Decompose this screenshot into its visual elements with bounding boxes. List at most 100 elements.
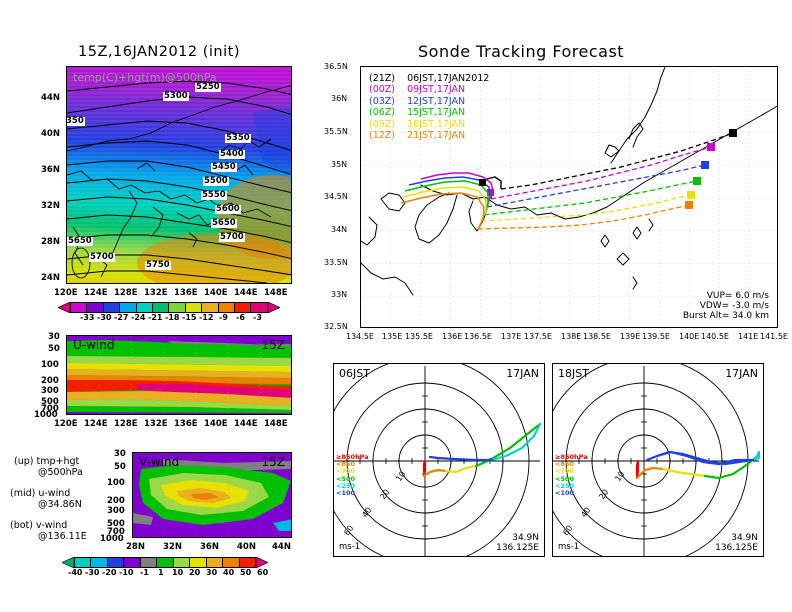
contour-label-5300: 5300 bbox=[163, 91, 189, 101]
contour-label-5700-b: 5700 bbox=[89, 252, 115, 262]
side-annotation-mid-line2: @34.86N bbox=[38, 499, 82, 510]
u-wind-xtick-120e: 120E bbox=[54, 419, 78, 429]
v-wind-ytick-200: 200 bbox=[107, 496, 125, 506]
contour-label-5400: 5400 bbox=[219, 149, 245, 159]
v-wind-time-tag: 15Z bbox=[261, 455, 286, 469]
temp-map-xtick-124e: 124E bbox=[84, 288, 108, 298]
sonde-annotation-burst: Burst Alt= 34.0 km bbox=[682, 311, 769, 321]
hodograph-18jst: 10 20 40 60 18JST 17JAN ms-1 34.9N 136.1… bbox=[552, 363, 764, 557]
temp-map-xtick-132e: 132E bbox=[144, 288, 168, 298]
u-wind-ytick-1000: 1000 bbox=[34, 410, 58, 420]
temp-map-xtick-136e: 136E bbox=[174, 288, 198, 298]
wind-cb-tick--30: -30 bbox=[85, 568, 100, 577]
hodograph-18jst-legend-700: <700 bbox=[555, 467, 575, 476]
sonde-ytick-35n: 35N bbox=[331, 160, 348, 169]
sonde-legend-code-03z: (03Z) bbox=[369, 95, 396, 107]
panel-sonde-tracking: Sonde Tracking Forecast bbox=[320, 0, 792, 350]
v-wind-ytick-30: 30 bbox=[114, 449, 126, 459]
side-annotation-mid-line1: (mid) u-wind bbox=[10, 488, 71, 499]
temp-cb-tick--6: -6 bbox=[236, 313, 245, 322]
temp-map-ytick-24n: 24N bbox=[41, 273, 60, 283]
sonde-ytick-36n: 36N bbox=[331, 94, 348, 103]
sonde-legend-time-09z: 18JST,17JAN bbox=[407, 118, 466, 130]
sonde-xtick-141.5e: 141.5E bbox=[760, 332, 788, 341]
v-wind-label: V-wind bbox=[139, 455, 180, 469]
side-annotation-bot-line2: @136.11E bbox=[38, 531, 87, 542]
sonde-legend-code-12z: (12Z) bbox=[369, 130, 396, 142]
sonde-annotation-vdw: VDW= -3.0 m/s bbox=[699, 301, 769, 311]
u-wind-ytick-200: 200 bbox=[41, 376, 59, 386]
wind-colorbar-arrow-right bbox=[256, 557, 268, 568]
u-wind-time-tag: 15Z bbox=[261, 338, 286, 352]
hodograph-18jst-legend-250: <250 bbox=[555, 481, 575, 490]
sonde-legend-time-00z: 09JST,17JAN bbox=[407, 84, 466, 96]
u-wind-xtick-148e: 148E bbox=[264, 419, 288, 429]
u-wind-ytick-300: 300 bbox=[41, 386, 59, 396]
wind-colorbar-arrow-left bbox=[62, 557, 74, 568]
hodograph-06jst-date: 17JAN bbox=[506, 367, 539, 380]
v-wind-xtick-36n: 36N bbox=[200, 542, 219, 552]
temp-map-xtick-120e: 120E bbox=[54, 288, 78, 298]
temp-map-xtick-144e: 144E bbox=[234, 288, 258, 298]
v-wind-xtick-28n: 28N bbox=[126, 542, 145, 552]
hodograph-18jst-legend-100: <100 bbox=[555, 489, 575, 498]
temp-cb-tick--30: -30 bbox=[97, 313, 112, 322]
wind-cb-tick-60: 60 bbox=[257, 568, 269, 577]
contour-label-350: 350 bbox=[66, 116, 85, 126]
temp-cb-tick--24: -24 bbox=[131, 313, 146, 322]
hodograph-06jst-lon: 136.125E bbox=[496, 543, 539, 553]
temp-cb-tick--15: -15 bbox=[182, 313, 197, 322]
temp-map-frame: temp(C)+hgt(m)@500hPa 5300 5250 350 5350… bbox=[66, 66, 292, 284]
wind-cb-tick--1: -1 bbox=[140, 568, 149, 577]
sonde-ytick-33.5n: 33.5N bbox=[324, 258, 348, 267]
wind-cb-tick-40: 40 bbox=[223, 568, 235, 577]
sonde-legend-code-00z: (00Z) bbox=[369, 84, 396, 96]
panel-u-wind: U-wind 15Z 30 50 100 200 300 500 700 100… bbox=[0, 330, 320, 440]
hodograph-06jst-legend-700: <700 bbox=[336, 467, 356, 476]
temp-map-ytick-28n: 28N bbox=[41, 237, 60, 247]
hodograph-06jst-legend-250: <250 bbox=[336, 481, 356, 490]
temp-cb-tick--3: -3 bbox=[253, 313, 262, 322]
sonde-xtick-138e: 138E bbox=[561, 332, 582, 341]
sonde-legend-item-21z: (21Z) 06JST,17JAN2012 bbox=[369, 73, 489, 84]
svg-text:60: 60 bbox=[342, 524, 355, 538]
v-wind-field bbox=[133, 453, 291, 537]
u-wind-xtick-132e: 132E bbox=[144, 419, 168, 429]
hodograph-06jst-legend-100: <100 bbox=[336, 489, 356, 498]
contour-label-5450: 5450 bbox=[211, 162, 237, 172]
sonde-xtick-139e: 139E bbox=[620, 332, 641, 341]
hodograph-06jst-legend-850plus: ≥850hPa bbox=[336, 453, 369, 461]
panel-temp-height: 15Z,16JAN2012 (init) bbox=[0, 0, 320, 330]
u-wind-xtick-136e: 136E bbox=[174, 419, 198, 429]
wind-cb-tick-20: 20 bbox=[189, 568, 201, 577]
wind-cb-tick-1: 1 bbox=[158, 568, 164, 577]
hodograph-18jst-lat: 34.9N bbox=[731, 533, 758, 543]
hodograph-18jst-date: 17JAN bbox=[725, 367, 758, 380]
temp-map-ytick-32n: 32N bbox=[41, 201, 60, 211]
contour-label-5250: 5250 bbox=[195, 82, 221, 92]
sonde-xtick-140e: 140E bbox=[679, 332, 700, 341]
hodograph-18jst-units: ms-1 bbox=[558, 542, 580, 552]
hodograph-06jst-position: 34.9N 136.125E bbox=[496, 533, 539, 553]
svg-text:60: 60 bbox=[561, 524, 574, 538]
temp-cb-tick--12: -12 bbox=[199, 313, 214, 322]
wind-cb-tick-50: 50 bbox=[240, 568, 252, 577]
sonde-ytick-34n: 34N bbox=[331, 225, 348, 234]
temp-map-xtick-148e: 148E bbox=[264, 288, 288, 298]
side-annotation-bot: (bot) v-wind @136.11E bbox=[10, 520, 87, 542]
hodograph-18jst-lon: 136.125E bbox=[715, 543, 758, 553]
v-wind-xtick-44n: 44N bbox=[272, 542, 291, 552]
hodograph-06jst-legend-850: <850 bbox=[336, 460, 356, 469]
hodograph-18jst-legend-850plus: ≥850hPa bbox=[555, 453, 588, 461]
side-annotation-mid: (mid) u-wind @34.86N bbox=[10, 488, 82, 510]
u-wind-ytick-50: 50 bbox=[48, 344, 60, 354]
temp-cb-tick--9: -9 bbox=[219, 313, 228, 322]
hodograph-18jst-position: 34.9N 136.125E bbox=[715, 533, 758, 553]
u-wind-xtick-144e: 144E bbox=[234, 419, 258, 429]
sonde-ytick-36.5n: 36.5N bbox=[324, 62, 348, 71]
v-wind-xtick-32n: 32N bbox=[163, 542, 182, 552]
sonde-annotation-vup: VUP= 6.0 m/s bbox=[706, 291, 769, 301]
wind-cb-tick--20: -20 bbox=[102, 568, 117, 577]
contour-label-5350: 5350 bbox=[225, 133, 251, 143]
temp-cb-tick--21: -21 bbox=[148, 313, 163, 322]
